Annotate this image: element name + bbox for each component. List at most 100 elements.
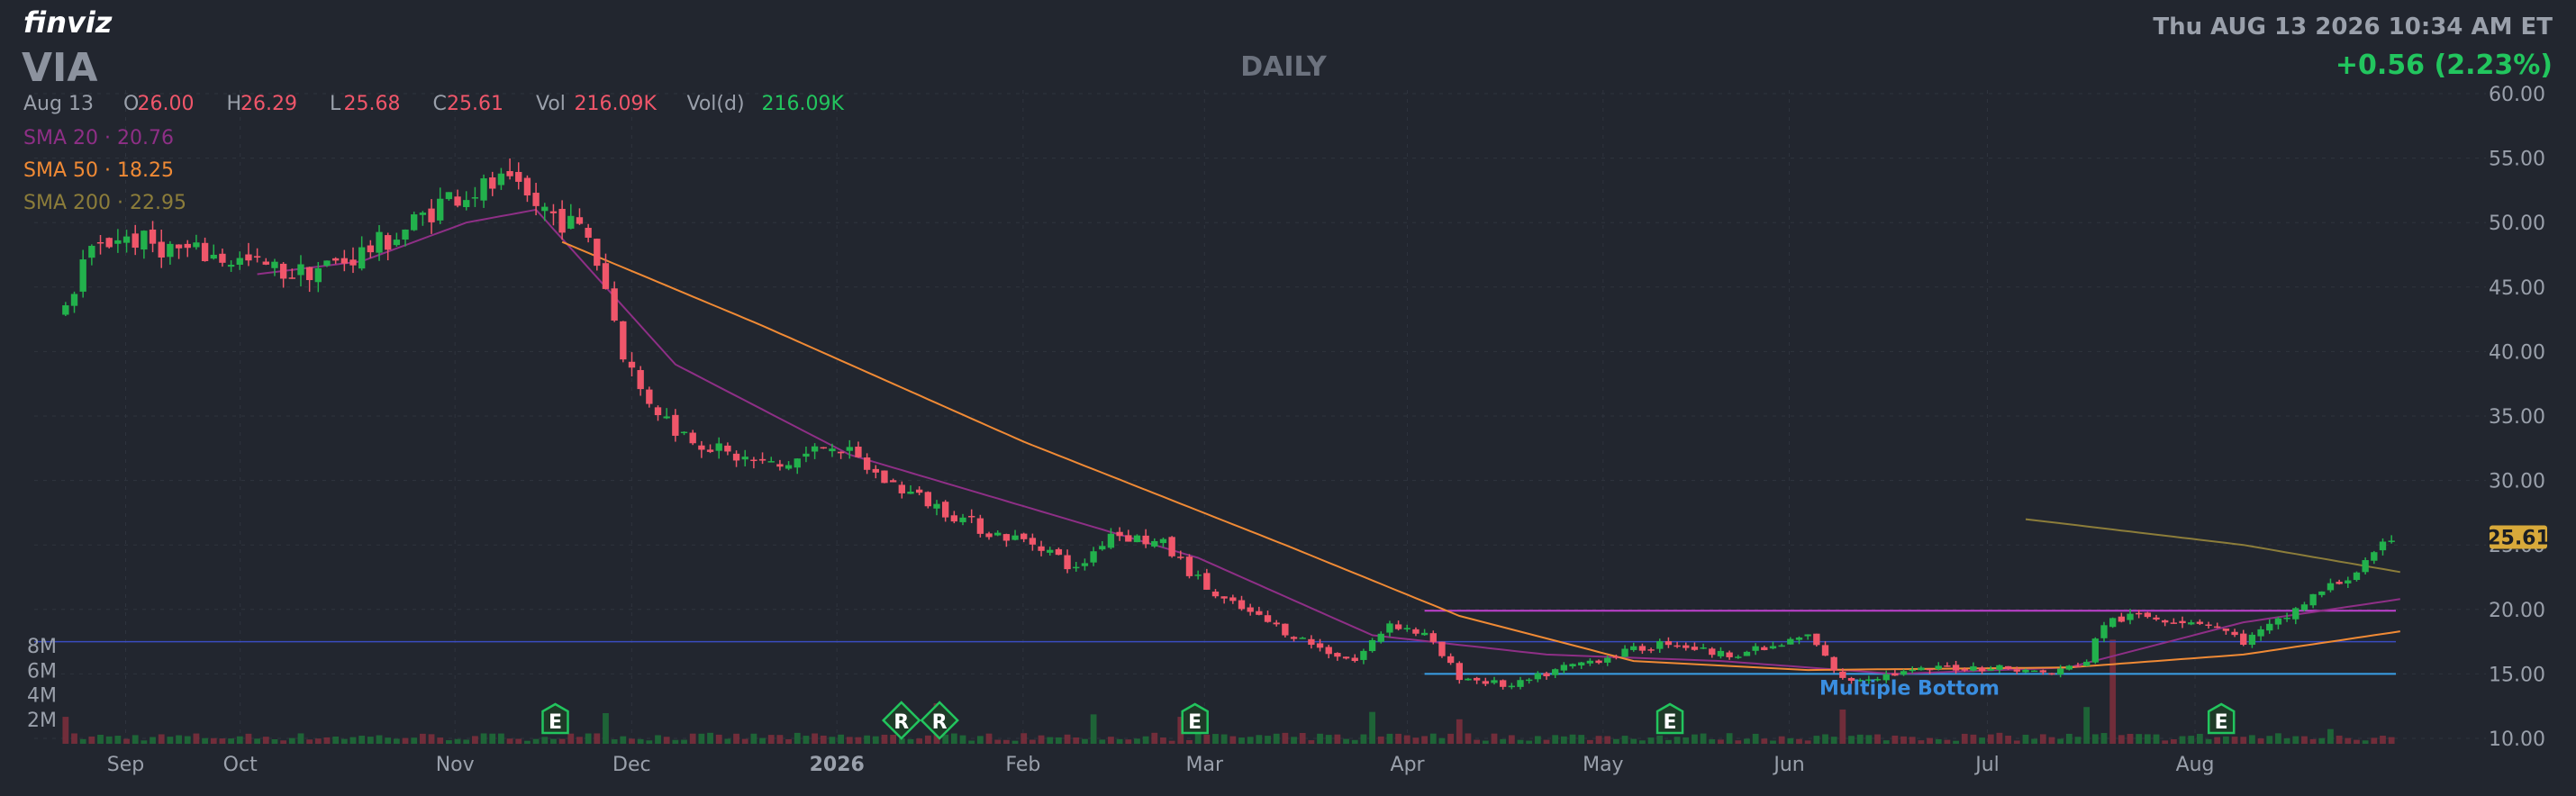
sma200-line: [2025, 518, 2400, 574]
rating-marker[interactable]: R: [881, 701, 921, 740]
datetime: Thu AUG 13 2026 10:34 AM ET: [2153, 14, 2553, 41]
candle-body: [515, 171, 522, 182]
candle-body: [741, 457, 748, 460]
volume-bar: [1996, 732, 2003, 744]
candle-body: [1543, 673, 1550, 677]
volume-bar: [1865, 735, 1873, 744]
candle-body: [114, 240, 122, 244]
volume-bar: [515, 738, 522, 744]
volume-bar: [1090, 714, 1097, 744]
volume-bar: [2162, 740, 2169, 744]
price-tick-label: 50.00: [2489, 213, 2545, 235]
volume-bar: [2179, 736, 2186, 744]
price-tick-label: 20.00: [2489, 600, 2545, 622]
candle-body: [393, 240, 401, 246]
candle-body: [1133, 535, 1141, 543]
volume-bar: [1918, 740, 1925, 744]
volume-bar: [1360, 734, 1367, 744]
volume-bar: [1639, 740, 1646, 744]
candle-body: [576, 217, 584, 224]
candle-body: [1664, 641, 1673, 646]
candle-body: [1970, 665, 1977, 671]
earnings-icon: [1181, 702, 1209, 735]
candle-body: [855, 447, 862, 457]
volume-bar: [1935, 738, 1942, 744]
volume-bar: [306, 739, 313, 744]
ohlc-label: H: [227, 93, 242, 115]
candle-body: [1952, 665, 1960, 671]
earnings-marker[interactable]: E: [541, 702, 569, 735]
ohlc-label: Aug 13: [23, 93, 94, 115]
volume-bar: [838, 734, 844, 744]
volume-bar: [1552, 735, 1559, 744]
candle-body: [1856, 680, 1864, 682]
volume-bar: [733, 733, 739, 744]
earnings-marker[interactable]: E: [1181, 702, 1209, 735]
volume-tick-label: 2M: [27, 710, 57, 732]
candle-body: [2214, 626, 2221, 629]
candle-body: [1839, 671, 1846, 678]
candle-body: [340, 258, 349, 264]
volume-bar: [1343, 738, 1349, 744]
candle-body: [158, 241, 165, 258]
rating-marker[interactable]: R: [920, 701, 959, 740]
volume-bar: [463, 739, 470, 744]
volume-bar: [890, 734, 897, 744]
volume-bar: [2005, 735, 2011, 744]
candle-body: [367, 245, 375, 253]
volume-bar: [1282, 732, 1289, 744]
volume-bar: [1595, 736, 1602, 744]
volume-bar: [767, 735, 775, 744]
candle-body: [2065, 665, 2073, 670]
candle-body: [976, 518, 984, 534]
finviz-logo[interactable]: finviz: [23, 5, 113, 40]
volume-bar: [2362, 740, 2369, 744]
candle-body: [1630, 646, 1637, 650]
candle-body: [305, 267, 313, 281]
ohlc-readout: Aug 13 O26.00 H26.29 L 25.68 C 25.61 Vol 216.09K…: [23, 93, 844, 115]
volume-bar: [1308, 740, 1315, 744]
sma-legend: SMA 20 · 20.76 SMA 50 · 18.25 SMA 200 · 22…: [23, 127, 186, 214]
candle-body: [506, 171, 513, 176]
candle-body: [1360, 650, 1367, 660]
earnings-marker[interactable]: E: [1655, 702, 1684, 735]
candle-body: [1403, 628, 1410, 630]
volume-bar: [1604, 736, 1611, 744]
candle-body: [1420, 632, 1429, 636]
volume-bar: [2083, 707, 2091, 744]
volume-bar: [1299, 732, 1306, 744]
volume-bar: [968, 740, 975, 744]
candle-body: [1944, 665, 1951, 667]
volume-bar: [114, 736, 122, 744]
marker-letter: R: [893, 711, 909, 734]
candle-body: [70, 294, 78, 306]
ohlc-label: C: [433, 93, 447, 115]
volume-bar: [1726, 733, 1733, 744]
volume-bar: [881, 734, 888, 744]
volume-bar: [1177, 717, 1184, 744]
candle-body: [2257, 629, 2264, 637]
volume-bar: [1900, 736, 1907, 744]
volume-bar: [2127, 733, 2134, 744]
volume-bar: [1168, 740, 1175, 744]
candle-body: [2379, 541, 2387, 551]
candle-body: [1047, 549, 1054, 553]
candle-body: [881, 470, 888, 484]
candle-body: [1377, 633, 1384, 642]
candle-body: [758, 458, 766, 461]
price-tick-label: 45.00: [2489, 277, 2545, 300]
volume-bar: [1569, 734, 1576, 744]
volume-bar: [2371, 737, 2378, 744]
candle-body: [1220, 596, 1228, 599]
price-change: +0.56 (2.23%): [2336, 50, 2553, 81]
candle-body: [437, 198, 444, 221]
event-markers[interactable]: E E E E R R: [541, 701, 2236, 740]
candle-body: [1438, 641, 1446, 656]
earnings-marker[interactable]: E: [2207, 702, 2236, 735]
candle-body: [219, 253, 226, 263]
volume-bar: [1482, 740, 1489, 744]
volume-bar: [376, 735, 383, 744]
volume-bar: [393, 738, 400, 744]
candle-body: [863, 457, 871, 470]
candle-body: [1700, 647, 1707, 649]
